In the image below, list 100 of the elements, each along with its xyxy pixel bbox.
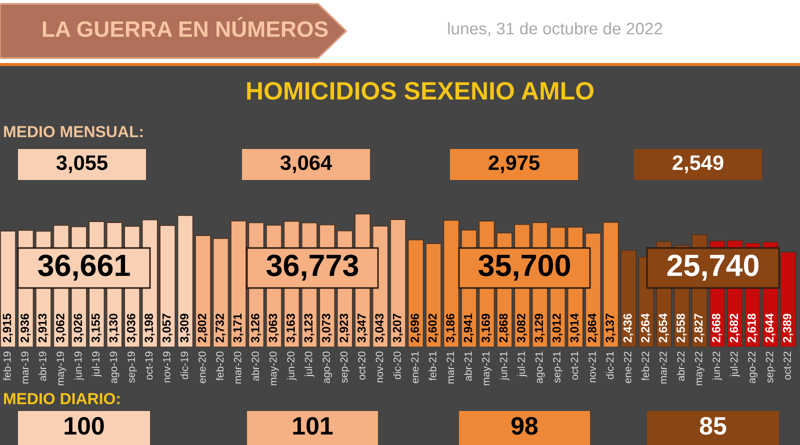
x-tick-label: may-19 (56, 352, 66, 386)
x-tick-label: may-21 (482, 352, 492, 386)
x-tick-label: ene-21 (411, 352, 419, 384)
data-label: 2,941 (464, 314, 474, 342)
x-tick-label: nov-19 (162, 352, 170, 382)
annotation: 25,740 (667, 254, 758, 281)
data-label: 3,014 (570, 313, 580, 343)
data-label: 2,644 (765, 313, 776, 342)
x-tick-label: mar-22 (659, 352, 667, 384)
x-tick-label: ago-22 (748, 352, 758, 384)
data-label: 2,389 (782, 314, 793, 342)
x-tick-label: jul-21 (517, 352, 528, 377)
x-tick-label: jul-19 (92, 352, 102, 377)
data-label: 3,123 (304, 314, 314, 343)
text: 100 (64, 417, 104, 435)
text: MEDIO DIARIO: (4, 392, 120, 404)
data-label: 3,186 (446, 314, 456, 343)
data-label: 3,129 (534, 314, 545, 343)
data-label: 3,126 (251, 314, 262, 343)
x-tick-label: jul-22 (730, 352, 740, 377)
data-label: 3,155 (91, 314, 102, 343)
x-tick-label: dic-20 (393, 352, 401, 380)
data-label: 3,082 (516, 314, 528, 343)
data-label: 3,137 (606, 314, 616, 343)
data-label: 2,802 (198, 314, 208, 342)
text: 2,549 (672, 155, 724, 174)
data-label: 2,696 (410, 314, 421, 342)
data-label: 3,171 (233, 314, 244, 343)
data-label: 3,347 (357, 314, 368, 343)
x-tick-label: abr-22 (676, 352, 685, 381)
x-tick-label: dic-21 (606, 352, 614, 380)
chart-title: HOMICIDIOS SEXENIO AMLO (247, 82, 594, 100)
data-label: 2,558 (676, 314, 687, 342)
x-tick-label: jun-20 (286, 352, 297, 380)
data-label: 3,057 (162, 314, 172, 343)
data-label: 2,864 (588, 313, 598, 342)
text: 3,055 (56, 155, 108, 174)
x-tick-label: oct-22 (784, 352, 791, 380)
data-label: 2,682 (730, 314, 740, 342)
text: 101 (293, 417, 333, 435)
x-tick-label: jun-22 (712, 352, 722, 380)
data-label: 2,827 (694, 314, 704, 342)
bar (212, 238, 229, 347)
bar (426, 243, 442, 347)
text: 85 (700, 417, 726, 435)
x-tick-label: may-22 (694, 352, 704, 386)
data-label: 2,915 (2, 314, 13, 342)
x-tick-label: may-20 (269, 352, 279, 386)
annotation: 36,773 (266, 254, 358, 281)
data-label: 3,036 (126, 314, 137, 343)
x-tick-label: jul-20 (304, 352, 314, 377)
x-tick-label: abr-20 (251, 352, 260, 381)
x-tick-label: mar-21 (446, 352, 454, 384)
x-tick-label: sep-21 (553, 352, 562, 383)
x-tick-label: ene-20 (198, 352, 206, 384)
data-label: 3,130 (109, 314, 120, 343)
x-tick-label: sep-20 (340, 352, 350, 383)
x-tick-label: abr-19 (38, 352, 46, 381)
data-label: 3,062 (56, 314, 66, 343)
x-tick-label: feb-20 (216, 352, 224, 381)
x-tick-label: oct-19 (145, 352, 153, 380)
data-label: 2,668 (712, 314, 722, 342)
data-label: 2,264 (641, 313, 652, 342)
data-label: 2,602 (428, 314, 438, 342)
data-label: 3,198 (144, 314, 155, 343)
annotation: 35,700 (478, 254, 570, 281)
annotation: 36,661 (38, 254, 130, 281)
x-tick-label: nov-20 (376, 352, 384, 382)
data-label: 3,309 (180, 314, 190, 343)
data-label: 2,913 (38, 314, 48, 342)
text: 3,064 (280, 155, 332, 174)
x-tick-label: ene-22 (624, 352, 632, 384)
x-tick-label: mar-20 (234, 352, 242, 384)
data-label: 3,026 (74, 314, 84, 343)
x-tick-label: sep-22 (766, 352, 776, 383)
text: MEDIO MENSUAL: (4, 126, 143, 138)
x-tick-label: oct-21 (570, 352, 578, 380)
text: 2,975 (488, 155, 540, 174)
data-label: 3,043 (375, 314, 386, 343)
x-tick-label: feb-19 (3, 352, 11, 381)
data-label: 2,618 (747, 314, 758, 342)
x-tick-label: jun-21 (500, 352, 510, 380)
data-label: 3,163 (286, 314, 297, 343)
data-label: 3,012 (552, 314, 563, 343)
data-label: 3,073 (322, 314, 332, 343)
x-tick-label: nov-21 (588, 352, 596, 382)
text: 98 (511, 417, 538, 435)
data-label: 2,868 (499, 314, 510, 342)
data-label: 2,936 (20, 314, 31, 342)
data-label: 2,732 (216, 314, 226, 342)
x-tick-label: jun-19 (74, 352, 84, 380)
x-tick-label: ago-20 (322, 352, 332, 384)
data-label: 3,207 (392, 314, 403, 343)
x-tick-label: mar-19 (21, 352, 29, 384)
text: LA GUERRA EN NÚMEROS (42, 17, 328, 37)
data-label: 3,063 (268, 314, 279, 343)
x-tick-label: oct-20 (358, 352, 366, 380)
x-tick-label: feb-21 (428, 352, 436, 381)
x-tick-label: feb-22 (641, 352, 650, 381)
data-label: 2,654 (658, 313, 669, 342)
